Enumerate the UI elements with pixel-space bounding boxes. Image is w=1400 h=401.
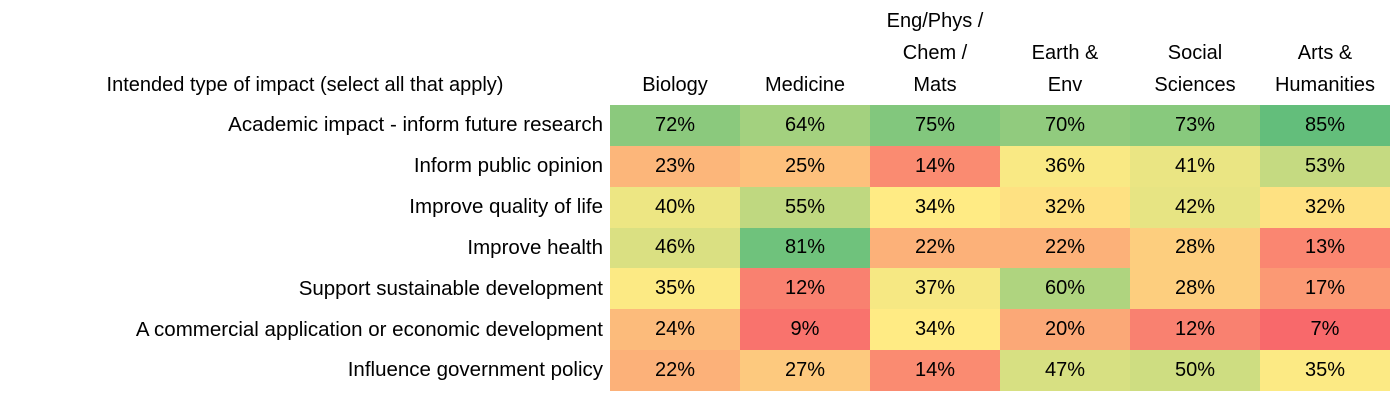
column-header-biology: Biology bbox=[642, 74, 708, 96]
heatmap-cell: 72% bbox=[610, 105, 740, 146]
column-header-arts-humanities: Arts & Humanities bbox=[1274, 42, 1376, 96]
heatmap-cell: 46% bbox=[610, 227, 740, 269]
table-row: Inform public opinion 23% 25% 14% 36% 41% 53% bbox=[0, 145, 1390, 187]
heatmap-cell: 55% bbox=[740, 186, 870, 228]
heatmap-cell: 70% bbox=[1000, 105, 1130, 146]
header-row: Intended type of impact (select all that… bbox=[0, 0, 1390, 105]
heatmap-cell: 41% bbox=[1130, 145, 1260, 187]
heatmap-cell: 12% bbox=[740, 268, 870, 310]
heatmap-cell: 36% bbox=[1000, 145, 1130, 187]
heatmap-cell: 53% bbox=[1260, 145, 1390, 187]
heatmap-cell: 14% bbox=[870, 145, 1000, 187]
heatmap-cell: 22% bbox=[1000, 227, 1130, 269]
column-header-earth-env: Earth & Env bbox=[1031, 42, 1099, 96]
heatmap-cell: 24% bbox=[610, 309, 740, 351]
heatmap-cell: 81% bbox=[740, 227, 870, 269]
heatmap-cell: 12% bbox=[1130, 309, 1260, 351]
heatmap-cell: 20% bbox=[1000, 309, 1130, 351]
row-label: A commercial application or economic dev… bbox=[0, 309, 610, 351]
heatmap-cell: 7% bbox=[1260, 309, 1390, 351]
table-row: Improve health 46% 81% 22% 22% 28% 13% bbox=[0, 227, 1390, 269]
heatmap-cell: 85% bbox=[1260, 105, 1390, 146]
heatmap-cell: 28% bbox=[1130, 268, 1260, 310]
table-row: Influence government policy 22% 27% 14% 47% 5… bbox=[0, 350, 1390, 391]
heatmap-cell: 47% bbox=[1000, 350, 1130, 391]
impact-heatmap-table: Intended type of impact (select all that… bbox=[0, 0, 1390, 391]
heatmap-cell: 75% bbox=[870, 105, 1000, 146]
row-label: Academic impact - inform future research bbox=[0, 105, 610, 146]
heatmap-cell: 40% bbox=[610, 186, 740, 228]
heatmap-cell: 17% bbox=[1260, 268, 1390, 310]
column-header-eng-phys-chem-mats: Eng/Phys / Chem / Mats bbox=[886, 10, 984, 96]
heatmap-cell: 23% bbox=[610, 145, 740, 187]
row-label: Support sustainable development bbox=[0, 268, 610, 310]
heatmap-cell: 35% bbox=[1260, 350, 1390, 391]
heatmap-cell: 22% bbox=[610, 350, 740, 391]
heatmap-cell: 32% bbox=[1260, 186, 1390, 228]
heatmap-cell: 13% bbox=[1260, 227, 1390, 269]
row-label: Inform public opinion bbox=[0, 145, 610, 187]
heatmap-cell: 32% bbox=[1000, 186, 1130, 228]
heatmap-cell: 34% bbox=[870, 309, 1000, 351]
heatmap-cell: 42% bbox=[1130, 186, 1260, 228]
heatmap-cell: 50% bbox=[1130, 350, 1260, 391]
heatmap-cell: 73% bbox=[1130, 105, 1260, 146]
table-title: Intended type of impact (select all that… bbox=[106, 74, 504, 96]
heatmap-cell: 22% bbox=[870, 227, 1000, 269]
row-label: Improve quality of life bbox=[0, 186, 610, 228]
table-row: A commercial application or economic dev… bbox=[0, 309, 1390, 351]
heatmap-cell: 37% bbox=[870, 268, 1000, 310]
heatmap-cell: 9% bbox=[740, 309, 870, 351]
table-row: Support sustainable development 35% 12% 37%… bbox=[0, 268, 1390, 310]
heatmap-cell: 35% bbox=[610, 268, 740, 310]
heatmap-cell: 34% bbox=[870, 186, 1000, 228]
table-row: Improve quality of life 40% 55% 34% 32% 42% 32… bbox=[0, 186, 1390, 228]
heatmap-cell: 14% bbox=[870, 350, 1000, 391]
column-header-social-sciences: Social Sciences bbox=[1154, 42, 1236, 96]
heatmap-cell: 27% bbox=[740, 350, 870, 391]
column-header-medicine: Medicine bbox=[764, 74, 846, 96]
row-label: Influence government policy bbox=[0, 350, 610, 391]
heatmap-cell: 25% bbox=[740, 145, 870, 187]
row-label: Improve health bbox=[0, 227, 610, 269]
heatmap-cell: 28% bbox=[1130, 227, 1260, 269]
heatmap-cell: 64% bbox=[740, 105, 870, 146]
table-row: Academic impact - inform future research… bbox=[0, 105, 1390, 146]
heatmap-cell: 60% bbox=[1000, 268, 1130, 310]
